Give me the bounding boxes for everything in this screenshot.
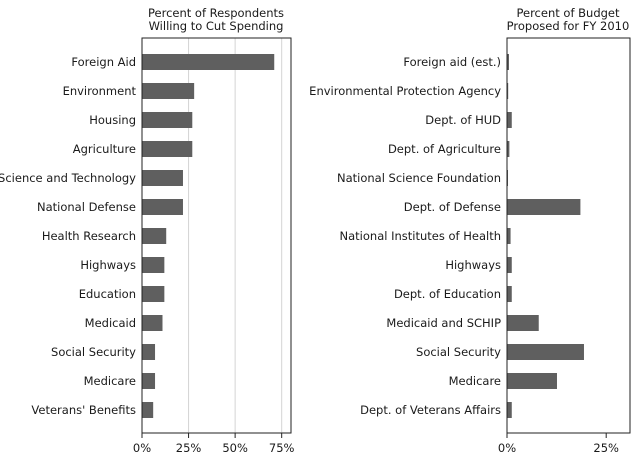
category-label: National Institutes of Health [340,229,501,243]
bar [142,286,165,302]
bar [507,286,512,302]
bar [507,83,509,99]
bar [142,199,183,215]
x-tick-label: 0% [498,441,516,455]
category-label: Housing [89,113,136,127]
x-tick-label: 75% [269,441,295,455]
bar [507,54,509,70]
category-label: Medicaid [85,316,136,330]
category-label: Dept. of Defense [404,200,501,214]
bar [142,315,163,331]
bar [507,141,510,157]
chart-title: Percent of Budget [516,6,620,20]
category-label: Foreign aid (est.) [403,55,501,69]
x-tick-label: 50% [222,441,248,455]
bar [507,112,512,128]
category-label: Highways [445,258,501,272]
bar [142,83,195,99]
category-label: Agriculture [73,142,136,156]
category-label: Foreign Aid [71,55,136,69]
bar [142,141,193,157]
plot-frame [141,37,292,434]
bar [507,344,584,360]
bar [507,228,511,244]
bar [142,402,154,418]
bar [142,228,167,244]
x-tick-label: 25% [176,441,202,455]
bar [142,170,183,186]
bar [507,315,539,331]
plot-frame [506,37,631,434]
category-label: Education [79,287,136,301]
x-tick-label: 0% [133,441,151,455]
x-tick-label: 25% [593,441,619,455]
category-label: National Science Foundation [337,171,501,185]
bar [142,344,156,360]
bar [142,112,193,128]
category-label: Medicare [449,374,501,388]
category-label: Highways [80,258,136,272]
chart-title: Proposed for FY 2010 [507,19,630,33]
category-label: Medicare [84,374,136,388]
category-label: National Defense [37,200,136,214]
category-label: Health Research [42,229,136,243]
category-label: Environmental Protection Agency [309,84,501,98]
category-label: Dept. of Agriculture [388,142,501,156]
category-label: Social Security [51,345,136,359]
category-label: Dept. of HUD [425,113,501,127]
bar [142,257,165,273]
chart-title: Percent of Respondents [148,6,284,20]
chart-title: Willing to Cut Spending [149,19,284,33]
bar [507,257,512,273]
category-label: Environment [63,84,137,98]
category-label: Science and Technology [0,171,136,185]
category-label: Social Security [416,345,501,359]
bar [507,402,512,418]
bar [507,373,557,389]
category-label: Medicaid and SCHIP [386,316,501,330]
bar [142,54,275,70]
category-label: Dept. of Education [394,287,501,301]
category-label: Veterans' Benefits [31,403,136,417]
category-label: Dept. of Veterans Affairs [360,403,501,417]
bar [507,199,581,215]
bar [142,373,156,389]
